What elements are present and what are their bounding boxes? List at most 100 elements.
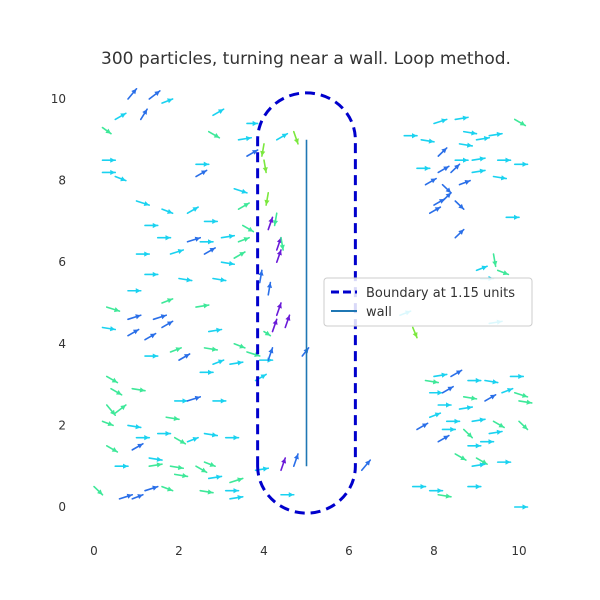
legend-label-wall: wall bbox=[366, 305, 392, 320]
particle-arrow bbox=[467, 377, 482, 384]
particle-head bbox=[260, 374, 267, 380]
particle-arrow bbox=[127, 424, 142, 430]
y-tick-label: 2 bbox=[58, 418, 66, 432]
particle-arrow bbox=[428, 488, 444, 494]
y-tick-label: 0 bbox=[58, 500, 66, 514]
particle-arrow bbox=[450, 369, 463, 378]
particle-arrow bbox=[263, 330, 272, 337]
particle-arrow bbox=[450, 163, 461, 174]
particle-head bbox=[258, 270, 264, 276]
particle-arrow bbox=[441, 183, 452, 194]
particle-arrow bbox=[186, 206, 199, 215]
particle-head bbox=[237, 477, 243, 483]
particle-arrow bbox=[144, 271, 159, 278]
particle-arrow bbox=[258, 269, 264, 284]
particle-arrow bbox=[471, 462, 486, 468]
particle-arrow bbox=[229, 495, 244, 501]
particle-head bbox=[208, 369, 213, 375]
particle-arrow bbox=[127, 314, 142, 321]
particle-head bbox=[432, 379, 439, 385]
particle-head bbox=[441, 372, 447, 378]
particle-head bbox=[430, 178, 437, 184]
particle-arrow bbox=[114, 112, 127, 121]
particle-arrow bbox=[272, 212, 279, 227]
particle-arrow bbox=[433, 198, 446, 206]
particle-head bbox=[156, 456, 162, 462]
particle-head bbox=[445, 192, 451, 199]
particle-head bbox=[264, 199, 270, 206]
particle-arrow bbox=[428, 206, 442, 215]
particle-head bbox=[152, 271, 158, 278]
particle-arrow bbox=[496, 269, 510, 276]
particle-arrow bbox=[262, 159, 268, 174]
particle-head bbox=[154, 90, 160, 96]
particle-head bbox=[207, 489, 213, 495]
particle-head bbox=[233, 435, 239, 441]
particle-head bbox=[175, 347, 182, 353]
particle-arrow bbox=[411, 484, 427, 490]
particle-head bbox=[496, 131, 502, 138]
particle-head bbox=[279, 244, 285, 250]
particle-arrow bbox=[114, 404, 127, 414]
particle-arrow bbox=[199, 239, 214, 245]
particle-head bbox=[135, 314, 141, 320]
particle-arrow bbox=[161, 208, 174, 215]
particle-head bbox=[186, 277, 192, 283]
particle-arrow bbox=[271, 318, 278, 333]
particle-head bbox=[443, 435, 449, 441]
particle-head bbox=[466, 405, 473, 411]
particle-arrow bbox=[186, 395, 202, 402]
particle-head bbox=[203, 161, 209, 167]
particle-arrow bbox=[105, 375, 119, 384]
particle-arrow bbox=[437, 165, 450, 174]
particle-head bbox=[167, 298, 173, 304]
particle-head bbox=[492, 379, 498, 385]
particle-head bbox=[111, 447, 118, 452]
particle-head bbox=[500, 175, 507, 181]
particle-head bbox=[471, 395, 477, 401]
particle-head bbox=[167, 486, 173, 492]
particle-arrow bbox=[454, 115, 469, 121]
particle-arrow bbox=[258, 357, 274, 363]
particle-head bbox=[365, 460, 371, 466]
particle-arrow bbox=[101, 326, 117, 332]
particle-arrow bbox=[420, 138, 435, 144]
particle-head bbox=[165, 430, 171, 437]
particle-head bbox=[276, 249, 282, 256]
particle-head bbox=[143, 201, 150, 207]
particle-arrow bbox=[101, 169, 117, 176]
particle-arrow bbox=[161, 298, 174, 304]
particle-arrow bbox=[101, 126, 112, 135]
particle-head bbox=[412, 332, 418, 338]
particle-head bbox=[173, 415, 179, 422]
x-tick-label: 8 bbox=[430, 544, 438, 558]
y-tick-label: 10 bbox=[51, 92, 66, 106]
particle-arrow bbox=[229, 360, 244, 366]
particle-head bbox=[110, 157, 116, 163]
particle-arrow bbox=[475, 457, 488, 465]
particle-head bbox=[228, 260, 235, 267]
particle-arrow bbox=[93, 485, 104, 496]
particle-head bbox=[441, 118, 447, 124]
particle-head bbox=[281, 458, 287, 464]
particle-head bbox=[460, 455, 466, 461]
particle-arrow bbox=[454, 453, 467, 461]
particle-arrow bbox=[169, 347, 182, 353]
particle-head bbox=[237, 360, 243, 366]
particle-head bbox=[109, 326, 116, 332]
particle-head bbox=[428, 138, 434, 144]
particle-head bbox=[445, 493, 451, 499]
particle-arrows bbox=[93, 88, 533, 510]
particle-arrow bbox=[156, 430, 172, 437]
particle-head bbox=[518, 373, 524, 380]
particle-arrow bbox=[496, 459, 512, 465]
particle-head bbox=[135, 288, 141, 294]
particle-head bbox=[281, 133, 288, 139]
y-tick-label: 6 bbox=[58, 255, 66, 269]
particle-arrow bbox=[360, 459, 372, 472]
particle-arrow bbox=[105, 404, 117, 417]
particle-arrow bbox=[454, 157, 469, 163]
particle-arrow bbox=[416, 422, 429, 431]
